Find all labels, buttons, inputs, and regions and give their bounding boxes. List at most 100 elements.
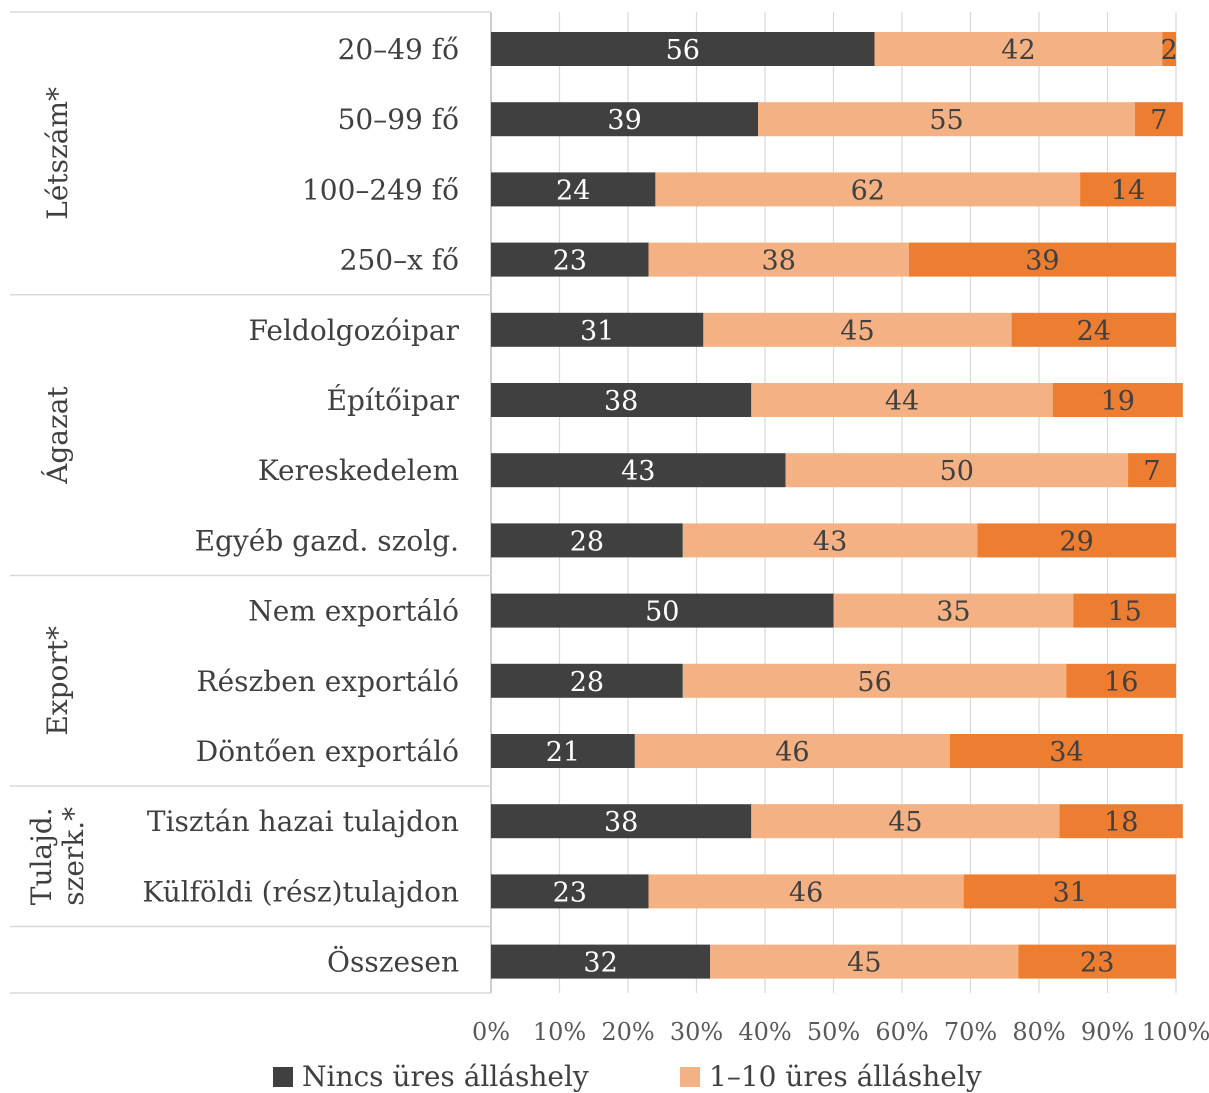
data-label: 46 (789, 877, 823, 908)
bar-segment (491, 944, 711, 979)
bar-segment (1059, 804, 1183, 839)
data-label: 38 (604, 386, 638, 417)
group-label: Tulajd. (25, 807, 58, 905)
bar-segment (491, 874, 649, 909)
bar-segment (785, 453, 1129, 488)
bar-segment (491, 312, 704, 347)
x-tick-label: 100% (1142, 1018, 1209, 1046)
data-label: 14 (1111, 175, 1145, 206)
x-tick-label: 40% (738, 1018, 791, 1046)
bar-segment (1018, 944, 1176, 979)
category-label: 250–x fő (340, 244, 459, 277)
category-label: 20–49 fő (338, 33, 459, 66)
bar-segment (833, 593, 1074, 628)
data-label: 28 (570, 526, 604, 557)
bar-segment (1066, 663, 1176, 698)
category-label: Döntően exportáló (196, 735, 459, 768)
bar-segment (491, 734, 635, 768)
bar-segment (758, 102, 1135, 137)
group-label: Létszám* (41, 87, 74, 220)
category-label: Tisztán hazai tulajdon (147, 805, 459, 838)
data-label: 24 (1077, 316, 1111, 347)
category-label: Nem exportáló (248, 595, 459, 628)
bar-segment (751, 804, 1060, 839)
category-label: Egyéb gazd. szolg. (195, 524, 459, 557)
data-label: 43 (813, 526, 847, 557)
bar-segment (682, 663, 1067, 698)
bar-segment (648, 874, 964, 909)
data-label: 7 (1143, 456, 1160, 487)
data-label: 2 (1161, 35, 1178, 66)
data-label: 46 (775, 737, 809, 768)
bar-segment (491, 804, 752, 839)
bar-segment (1162, 32, 1176, 66)
bar-segment (751, 383, 1053, 417)
data-label: 16 (1104, 667, 1138, 698)
x-tick-label: 30% (670, 1018, 723, 1046)
category-label: Feldolgozóipar (248, 314, 459, 347)
bar-segment (491, 32, 875, 66)
data-label: 39 (607, 105, 641, 136)
data-label: 21 (546, 737, 580, 768)
bars: 56 42 2 39 55 7 24 62 14 23 38 39 31 45 24 38 44 19 43 50 7 2… (491, 32, 1183, 979)
bar-segment (710, 944, 1019, 979)
data-label: 23 (553, 877, 587, 908)
group-label: szerk.* (57, 807, 90, 906)
group-labels: Létszám* Ágazat Export* Tulajd. szerk.* (25, 87, 90, 906)
bar-segment (491, 593, 834, 628)
data-label: 50 (645, 597, 679, 628)
data-label: 38 (762, 246, 796, 277)
data-label: 35 (936, 597, 970, 628)
bar-segment (682, 523, 978, 558)
bar-segment (1052, 383, 1183, 417)
group-label: Ágazat (41, 386, 74, 485)
data-label: 28 (570, 667, 604, 698)
bar-segment (491, 102, 759, 137)
data-label: 24 (556, 175, 590, 206)
data-label: 39 (1025, 246, 1059, 277)
category-label: 100–249 fő (302, 173, 459, 206)
data-label: 31 (1053, 877, 1087, 908)
bar-segment (949, 734, 1183, 768)
x-tick-label: 60% (875, 1018, 928, 1046)
data-label: 23 (553, 246, 587, 277)
bar-segment (963, 874, 1176, 909)
data-label: 45 (888, 807, 922, 838)
data-label: 32 (583, 948, 617, 979)
x-axis-ticks: 0% 10% 20% 30% 40% 50% 60% 70% 80% 90% 100% (472, 1018, 1209, 1046)
category-label: Részben exportáló (197, 665, 460, 698)
x-tick-label: 70% (944, 1018, 997, 1046)
bar-segment (1011, 312, 1176, 347)
bar-segment (491, 383, 752, 417)
legend-swatch (680, 1067, 700, 1087)
bar-segment (491, 663, 683, 698)
bar-segment (977, 523, 1176, 558)
legend-label: Nincs üres álláshely (302, 1060, 589, 1093)
data-label: 15 (1107, 597, 1141, 628)
bar-segment (908, 242, 1176, 277)
data-label: 45 (840, 316, 874, 347)
x-tick-label: 10% (533, 1018, 586, 1046)
category-label: Kereskedelem (258, 454, 459, 487)
bar-segment (655, 172, 1081, 207)
data-label: 42 (1001, 35, 1035, 66)
bar-segment (634, 734, 950, 768)
bar-segment (1128, 453, 1176, 488)
x-tick-label: 80% (1012, 1018, 1065, 1046)
data-label: 31 (580, 316, 614, 347)
x-tick-label: 50% (807, 1018, 860, 1046)
data-label: 62 (851, 175, 885, 206)
legend-swatch (273, 1067, 293, 1087)
bar-segment (491, 523, 683, 558)
data-label: 18 (1104, 807, 1138, 838)
x-tick-label: 90% (1081, 1018, 1134, 1046)
bar-segment (648, 242, 909, 277)
group-label: Export* (41, 626, 74, 736)
gridlines (490, 12, 1177, 993)
data-label: 19 (1101, 386, 1135, 417)
legend: Nincs üres álláshely 1–10 üres álláshely (273, 1060, 982, 1093)
bar-segment (491, 172, 656, 207)
x-tick-label: 0% (472, 1018, 510, 1046)
data-label: 43 (621, 456, 655, 487)
data-label: 29 (1059, 526, 1093, 557)
